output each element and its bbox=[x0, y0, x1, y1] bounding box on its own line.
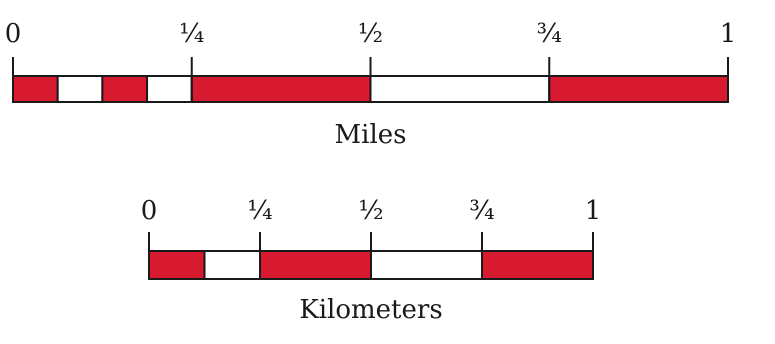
kilometers-tick-label: ¼ bbox=[247, 196, 272, 226]
miles-tick-label: ¾ bbox=[537, 19, 562, 49]
kilometers-segment-red bbox=[148, 250, 206, 280]
kilometers-scale-bar: 0 ¼ ½ ¾ 1 bbox=[141, 196, 602, 280]
miles-segment-red bbox=[190, 75, 372, 103]
kilometers-tick-label: ½ bbox=[358, 196, 383, 226]
miles-segment-white bbox=[369, 75, 551, 103]
miles-scale-bar: 0 ¼ ½ ¾ 1 bbox=[5, 19, 737, 103]
kilometers-segment-red bbox=[481, 250, 594, 280]
kilometers-tick-label: ¾ bbox=[469, 196, 494, 226]
kilometers-unit-label: Kilometers bbox=[299, 295, 442, 325]
kilometers-segment-white bbox=[370, 250, 483, 280]
miles-segment-white bbox=[146, 75, 193, 103]
miles-segment-red bbox=[12, 75, 59, 103]
kilometers-tick-label: 0 bbox=[141, 196, 158, 226]
kilometers-segment-red bbox=[259, 250, 372, 280]
kilometers-segment-white bbox=[203, 250, 261, 280]
miles-segment-red bbox=[101, 75, 149, 103]
miles-tick-label: ¼ bbox=[179, 19, 204, 49]
kilometers-tick-label: 1 bbox=[585, 196, 602, 226]
miles-unit-label: Miles bbox=[335, 120, 407, 150]
miles-tick-label: ½ bbox=[358, 19, 383, 49]
miles-segment-red bbox=[548, 75, 729, 103]
miles-tick-label: 0 bbox=[5, 19, 22, 49]
miles-tick-label: 1 bbox=[720, 19, 737, 49]
miles-segment-white bbox=[56, 75, 104, 103]
